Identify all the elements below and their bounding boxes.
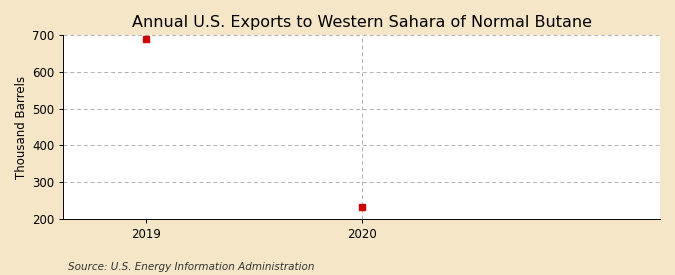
Title: Annual U.S. Exports to Western Sahara of Normal Butane: Annual U.S. Exports to Western Sahara of… (132, 15, 592, 30)
Text: Source: U.S. Energy Information Administration: Source: U.S. Energy Information Administ… (68, 262, 314, 272)
Y-axis label: Thousand Barrels: Thousand Barrels (15, 75, 28, 178)
